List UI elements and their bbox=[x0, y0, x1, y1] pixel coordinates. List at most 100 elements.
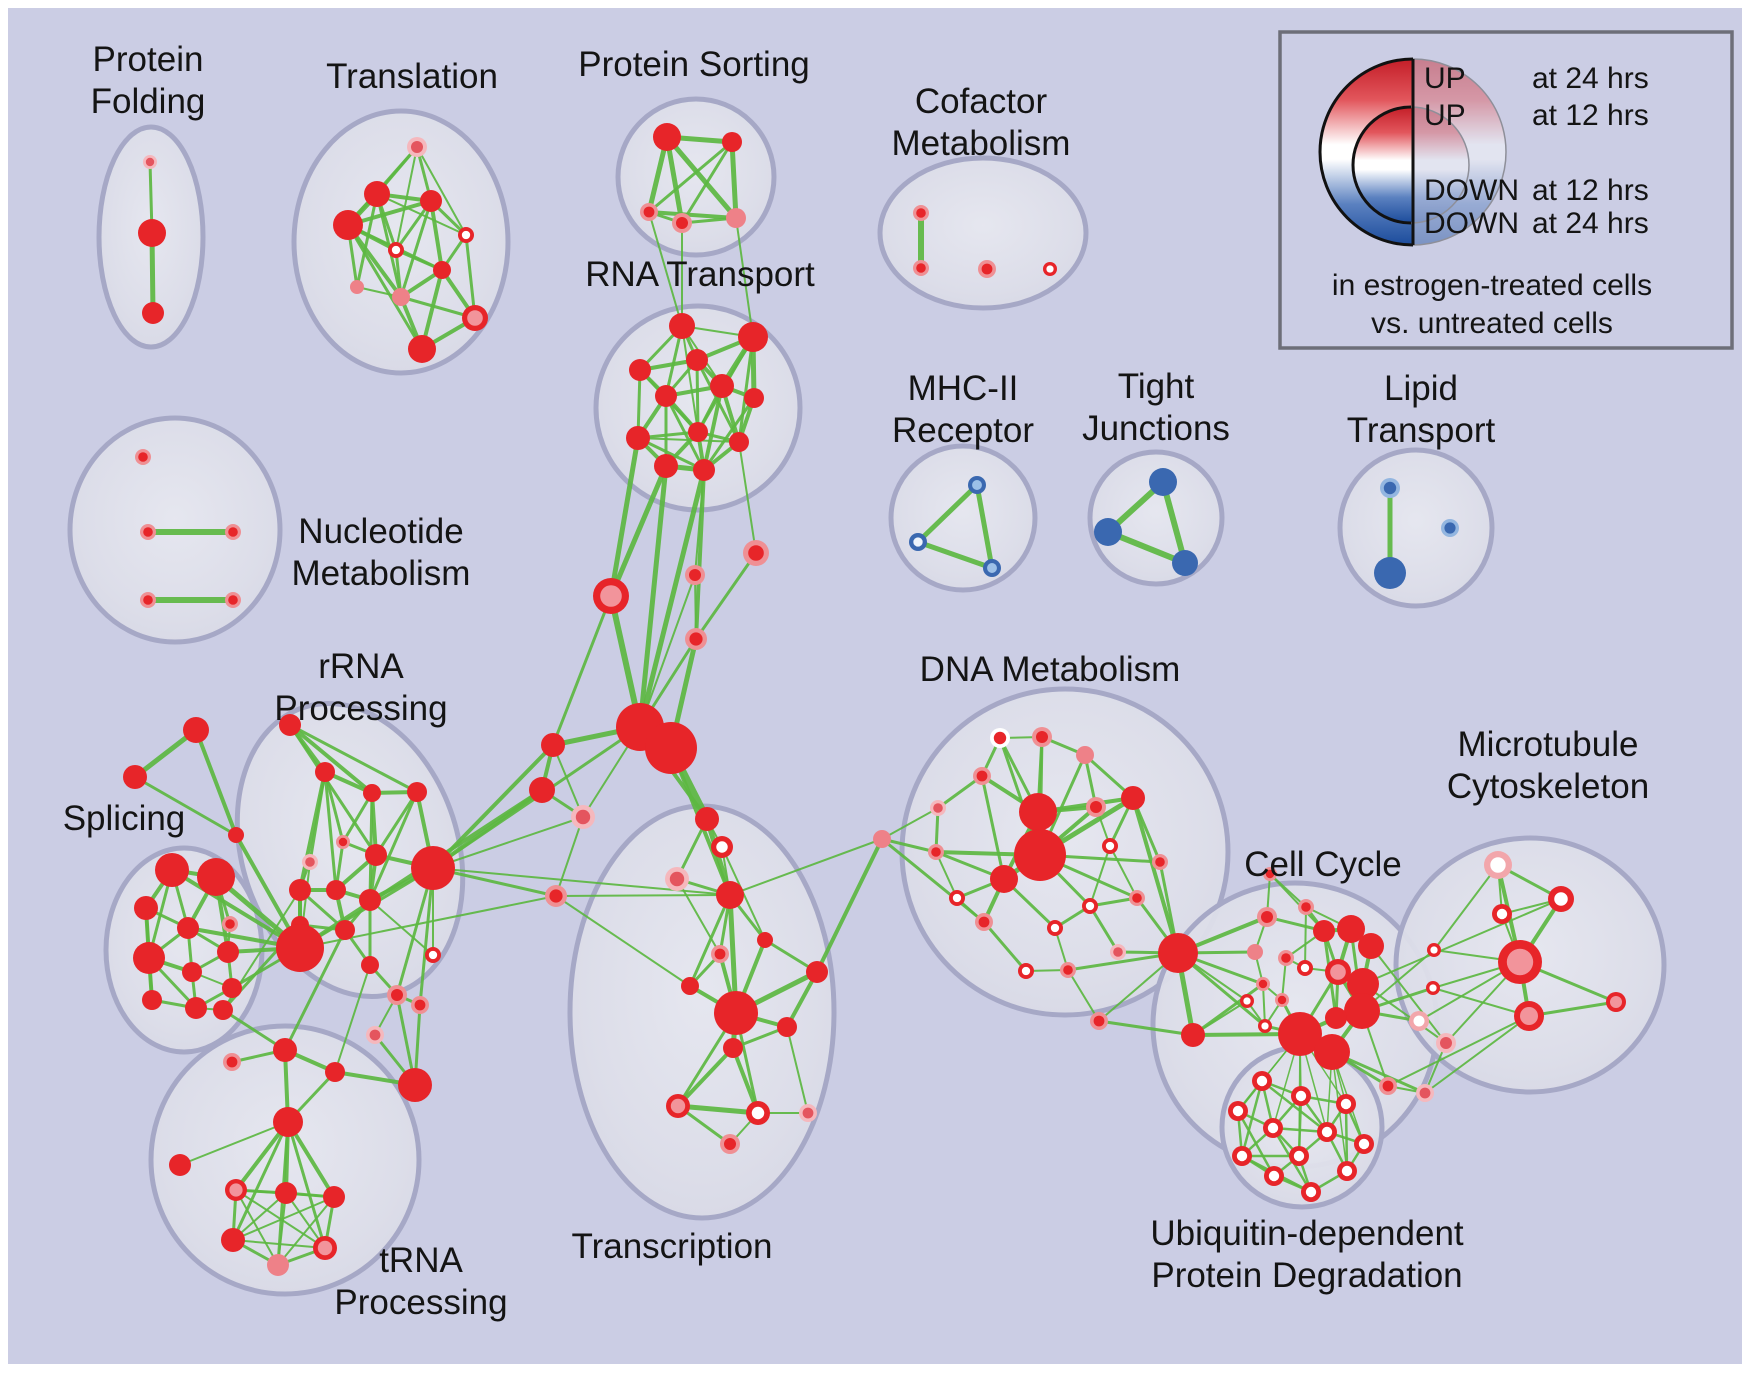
network-edge bbox=[694, 469, 705, 576]
network-edge bbox=[735, 217, 754, 338]
network-edge bbox=[1362, 983, 1447, 1044]
gene-node bbox=[361, 956, 379, 974]
gene-node bbox=[462, 305, 488, 331]
gene-node bbox=[364, 181, 390, 207]
gene-node bbox=[743, 540, 769, 566]
gene-node bbox=[1380, 478, 1400, 498]
network-edge bbox=[935, 851, 958, 899]
gene-node bbox=[411, 996, 429, 1014]
gene-node bbox=[1291, 1086, 1311, 1106]
network-edge bbox=[1362, 898, 1562, 985]
gene-node bbox=[350, 280, 364, 294]
gene-node bbox=[1060, 962, 1076, 978]
gene-node bbox=[458, 227, 474, 243]
network-edge bbox=[1131, 796, 1180, 955]
legend-up-12-dir: UP bbox=[1424, 99, 1466, 132]
gene-node bbox=[1354, 1134, 1374, 1154]
gene-node bbox=[1172, 550, 1198, 576]
network-edge bbox=[1262, 983, 1266, 1027]
gene-node bbox=[1252, 1071, 1272, 1091]
network-edge bbox=[1088, 904, 1120, 954]
gene-node bbox=[545, 885, 567, 907]
gene-node bbox=[225, 524, 241, 540]
legend-note-line2: vs. untreated cells bbox=[1371, 307, 1613, 340]
gene-node bbox=[873, 830, 891, 848]
network-edge bbox=[1433, 864, 1499, 951]
network-edge bbox=[702, 384, 724, 472]
gene-node bbox=[221, 1228, 245, 1252]
cluster-label-tight-junctions: Tight Junctions bbox=[1082, 367, 1230, 448]
gene-node bbox=[1416, 1084, 1434, 1102]
network-edge bbox=[880, 837, 938, 854]
gene-node bbox=[1374, 557, 1406, 589]
gene-node bbox=[398, 1068, 432, 1102]
cluster-label-cofactor-metabolism: Cofactor Metabolism bbox=[892, 82, 1071, 163]
gene-node bbox=[688, 422, 708, 442]
network-edge bbox=[608, 435, 641, 599]
gene-node bbox=[335, 920, 355, 940]
gene-node bbox=[716, 881, 744, 909]
gene-node bbox=[185, 997, 207, 1019]
gene-node bbox=[140, 524, 156, 540]
gene-node bbox=[655, 385, 677, 407]
gene-node bbox=[1314, 1034, 1350, 1070]
network-edge bbox=[729, 139, 739, 221]
gene-node bbox=[693, 459, 715, 481]
gene-node bbox=[1228, 1101, 1248, 1121]
gene-node bbox=[653, 123, 681, 151]
network-edge bbox=[637, 467, 707, 730]
gene-node bbox=[1492, 904, 1512, 924]
gene-node bbox=[135, 449, 151, 465]
gene-node bbox=[665, 867, 689, 891]
gene-node bbox=[217, 941, 239, 963]
cluster-label-protein-sorting: Protein Sorting bbox=[578, 45, 810, 84]
gene-node bbox=[213, 1000, 233, 1020]
cluster-ellipse-protein-sorting bbox=[615, 96, 777, 258]
gene-node bbox=[593, 578, 629, 614]
network-edge bbox=[1097, 1019, 1195, 1037]
gene-node bbox=[1325, 959, 1351, 985]
gene-node bbox=[1498, 940, 1542, 984]
legend-down-24-dir: DOWN bbox=[1424, 207, 1519, 240]
gene-node bbox=[123, 765, 147, 789]
cluster-label-rrna-processing: rRNA Processing bbox=[274, 647, 447, 728]
gene-node bbox=[681, 977, 699, 995]
network-edge bbox=[464, 233, 477, 320]
gene-node bbox=[1484, 851, 1512, 879]
network-edge bbox=[346, 223, 424, 351]
gene-node bbox=[433, 261, 451, 279]
gene-node bbox=[1256, 977, 1270, 991]
network-edge bbox=[288, 723, 374, 795]
network-edge bbox=[675, 1103, 761, 1116]
network-edge bbox=[277, 1192, 287, 1266]
gene-node bbox=[323, 1186, 345, 1208]
gene-node bbox=[714, 991, 758, 1035]
gene-node bbox=[978, 260, 996, 278]
gene-node bbox=[1325, 1007, 1347, 1029]
cluster-label-lipid-transport: Lipid Transport bbox=[1347, 369, 1496, 450]
gene-node bbox=[1441, 519, 1459, 537]
gene-node bbox=[1436, 1033, 1456, 1053]
cluster-ellipse-cofactor-metabolism bbox=[877, 155, 1089, 311]
network-edge bbox=[179, 1121, 289, 1166]
gene-node bbox=[275, 1182, 297, 1204]
gene-node bbox=[1347, 968, 1379, 1000]
gene-node bbox=[626, 426, 650, 450]
network-edge bbox=[555, 894, 731, 897]
network-edge bbox=[416, 146, 467, 236]
gene-node bbox=[1317, 1122, 1337, 1142]
gene-node bbox=[1263, 1118, 1283, 1138]
network-edge bbox=[288, 723, 419, 794]
gene-node bbox=[177, 917, 199, 939]
gene-node bbox=[726, 208, 746, 228]
network-edge bbox=[639, 574, 696, 728]
gene-node bbox=[645, 722, 697, 774]
gene-node bbox=[685, 628, 707, 650]
gene-node bbox=[1337, 1161, 1357, 1181]
gene-node bbox=[1110, 944, 1126, 960]
network-edge bbox=[232, 1239, 326, 1249]
gene-node bbox=[723, 1038, 743, 1058]
cluster-label-ubiquitin-degradation: Ubiquitin-dependent Protein Degradation bbox=[1150, 1214, 1464, 1295]
gene-node bbox=[1043, 262, 1057, 276]
gene-node bbox=[279, 714, 301, 736]
